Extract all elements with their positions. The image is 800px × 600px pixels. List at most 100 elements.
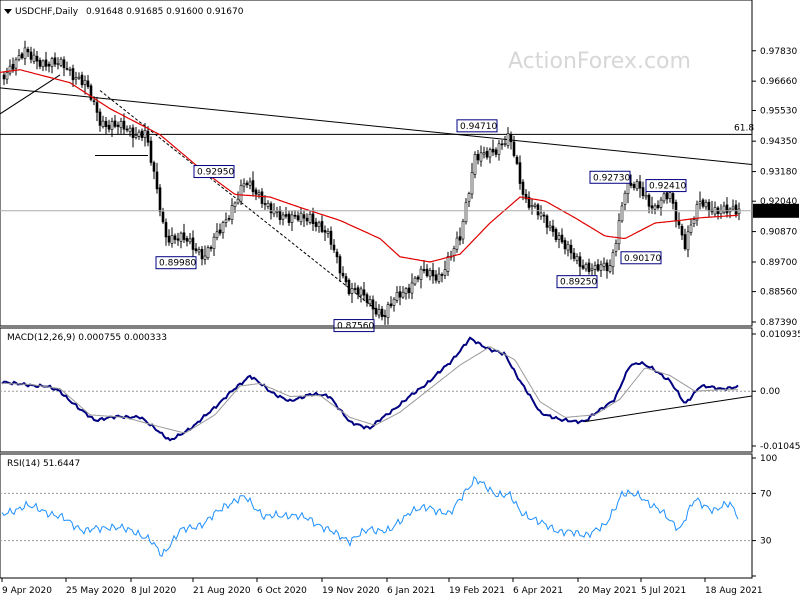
- candle-body: [338, 256, 342, 274]
- rsi-y-axis: 100 70 30: [752, 454, 777, 577]
- candle-body: [680, 225, 684, 236]
- candle-body: [683, 234, 687, 250]
- candle-body: [122, 120, 126, 130]
- candle-body: [86, 80, 90, 87]
- candle-body: [371, 299, 375, 310]
- candle-body: [311, 213, 315, 225]
- candle-body: [143, 130, 147, 138]
- candle-body: [17, 55, 21, 60]
- candle-body: [698, 201, 702, 205]
- candle-body: [611, 252, 615, 268]
- candle-body: [695, 204, 699, 221]
- candle-body: [356, 287, 360, 295]
- candle-body: [182, 232, 186, 240]
- candle-body: [632, 184, 636, 188]
- candle-body: [251, 180, 255, 193]
- candle-body: [194, 248, 198, 252]
- candle-body: [542, 214, 546, 217]
- candle-body: [416, 276, 420, 280]
- price-y-tick-label: 0.95530: [760, 107, 797, 117]
- candle-body: [212, 236, 216, 250]
- time-axis: 9 Apr 2020 25 May 2020 8 Jul 2020 21 Aug 20…: [1, 578, 763, 596]
- candle-body: [5, 72, 9, 80]
- candle-body: [200, 248, 204, 260]
- x-tick-label: 6 Oct 2020: [257, 586, 307, 596]
- macd-y-tick-label: 0.00: [760, 387, 780, 397]
- rsi-panel[interactable]: RSI(14) 51.6447 100 70 30: [0, 453, 777, 579]
- candle-body: [665, 192, 669, 200]
- candle-body: [422, 269, 426, 271]
- candle-body: [461, 221, 465, 240]
- candle-body: [278, 209, 282, 220]
- x-tick-label: 20 May 2021: [578, 586, 637, 596]
- price-annotation-label: 0.90170: [624, 254, 661, 264]
- current-price-marker: 0.91670: [0, 203, 799, 218]
- macd-y-tick-label: 0.010935: [760, 330, 800, 340]
- macd-y-axis: 0.010935 0.00 -0.010459: [752, 330, 800, 452]
- candle-body: [620, 205, 624, 222]
- candle-body: [179, 232, 183, 242]
- candle-body: [464, 202, 468, 223]
- macd-title: MACD(12,26,9) 0.000755 0.000333: [7, 333, 167, 343]
- candle-body: [89, 85, 93, 100]
- candle-body: [392, 298, 396, 306]
- candle-body: [536, 204, 540, 216]
- x-tick-label: 5 Jul 2021: [641, 586, 686, 596]
- price-annotation-box: [645, 179, 687, 193]
- candle-body: [395, 292, 399, 301]
- candle-body: [116, 124, 120, 127]
- candle-body: [443, 269, 447, 276]
- candle-body: [737, 208, 741, 215]
- candle-body: [455, 237, 459, 250]
- candle-body: [560, 234, 564, 243]
- candle-body: [605, 262, 609, 272]
- candle-body: [215, 231, 219, 238]
- candle-body: [653, 205, 657, 210]
- candle-body: [383, 315, 387, 318]
- candle-body: [659, 199, 663, 208]
- candle-body: [41, 60, 45, 68]
- candle-body: [197, 249, 201, 253]
- x-tick-label: 21 Aug 2020: [193, 586, 251, 596]
- candle-body: [512, 141, 516, 156]
- price-panel[interactable]: ActionForex.com 61.8 0.94710 0.92950 0.899…: [0, 0, 799, 333]
- candle-body: [257, 192, 261, 195]
- candle-body: [707, 201, 711, 211]
- candle-body: [539, 212, 543, 217]
- candle-body: [701, 199, 705, 207]
- ohlc-values: 0.91648 0.91685 0.91600 0.91670: [86, 7, 244, 17]
- candle-body: [77, 76, 81, 79]
- candle-body: [167, 235, 171, 243]
- candle-body: [452, 248, 456, 256]
- chart-header: USDCHF,Daily 0.91648 0.91685 0.91600 0.9…: [4, 7, 244, 17]
- candle-body: [380, 308, 384, 318]
- candle-body: [509, 134, 513, 143]
- rsi-levels: [0, 492, 752, 542]
- candle-body: [95, 102, 99, 113]
- candle-body: [305, 217, 309, 222]
- candle-body: [638, 181, 642, 189]
- price-panel-frame: [0, 0, 753, 327]
- candle-body: [353, 288, 357, 290]
- watermark-text: ActionForex.com: [508, 49, 691, 74]
- fib-level: 61.8: [0, 123, 754, 135]
- candle-body: [248, 181, 252, 186]
- current-price-box: [753, 203, 799, 218]
- x-tick-label: 19 Feb 2021: [449, 586, 505, 596]
- candle-body: [275, 211, 279, 213]
- symbol-title: USDCHF,Daily: [15, 7, 79, 17]
- candle-body: [245, 182, 249, 186]
- candle-body: [569, 244, 573, 254]
- candle-body: [431, 269, 435, 277]
- candle-body: [230, 205, 234, 220]
- candle-body: [62, 59, 66, 69]
- candle-body: [479, 152, 483, 162]
- candle-body: [107, 124, 111, 130]
- candle-body: [647, 194, 651, 207]
- candle-body: [581, 265, 585, 269]
- price-annotation-label: 0.92410: [649, 182, 686, 192]
- candle-body: [524, 193, 528, 200]
- candlestick-series: [2, 40, 741, 325]
- collapse-triangle-icon[interactable]: [4, 9, 12, 14]
- macd-panel[interactable]: MACD(12,26,9) 0.000755 0.000333 0.010935…: [0, 327, 800, 453]
